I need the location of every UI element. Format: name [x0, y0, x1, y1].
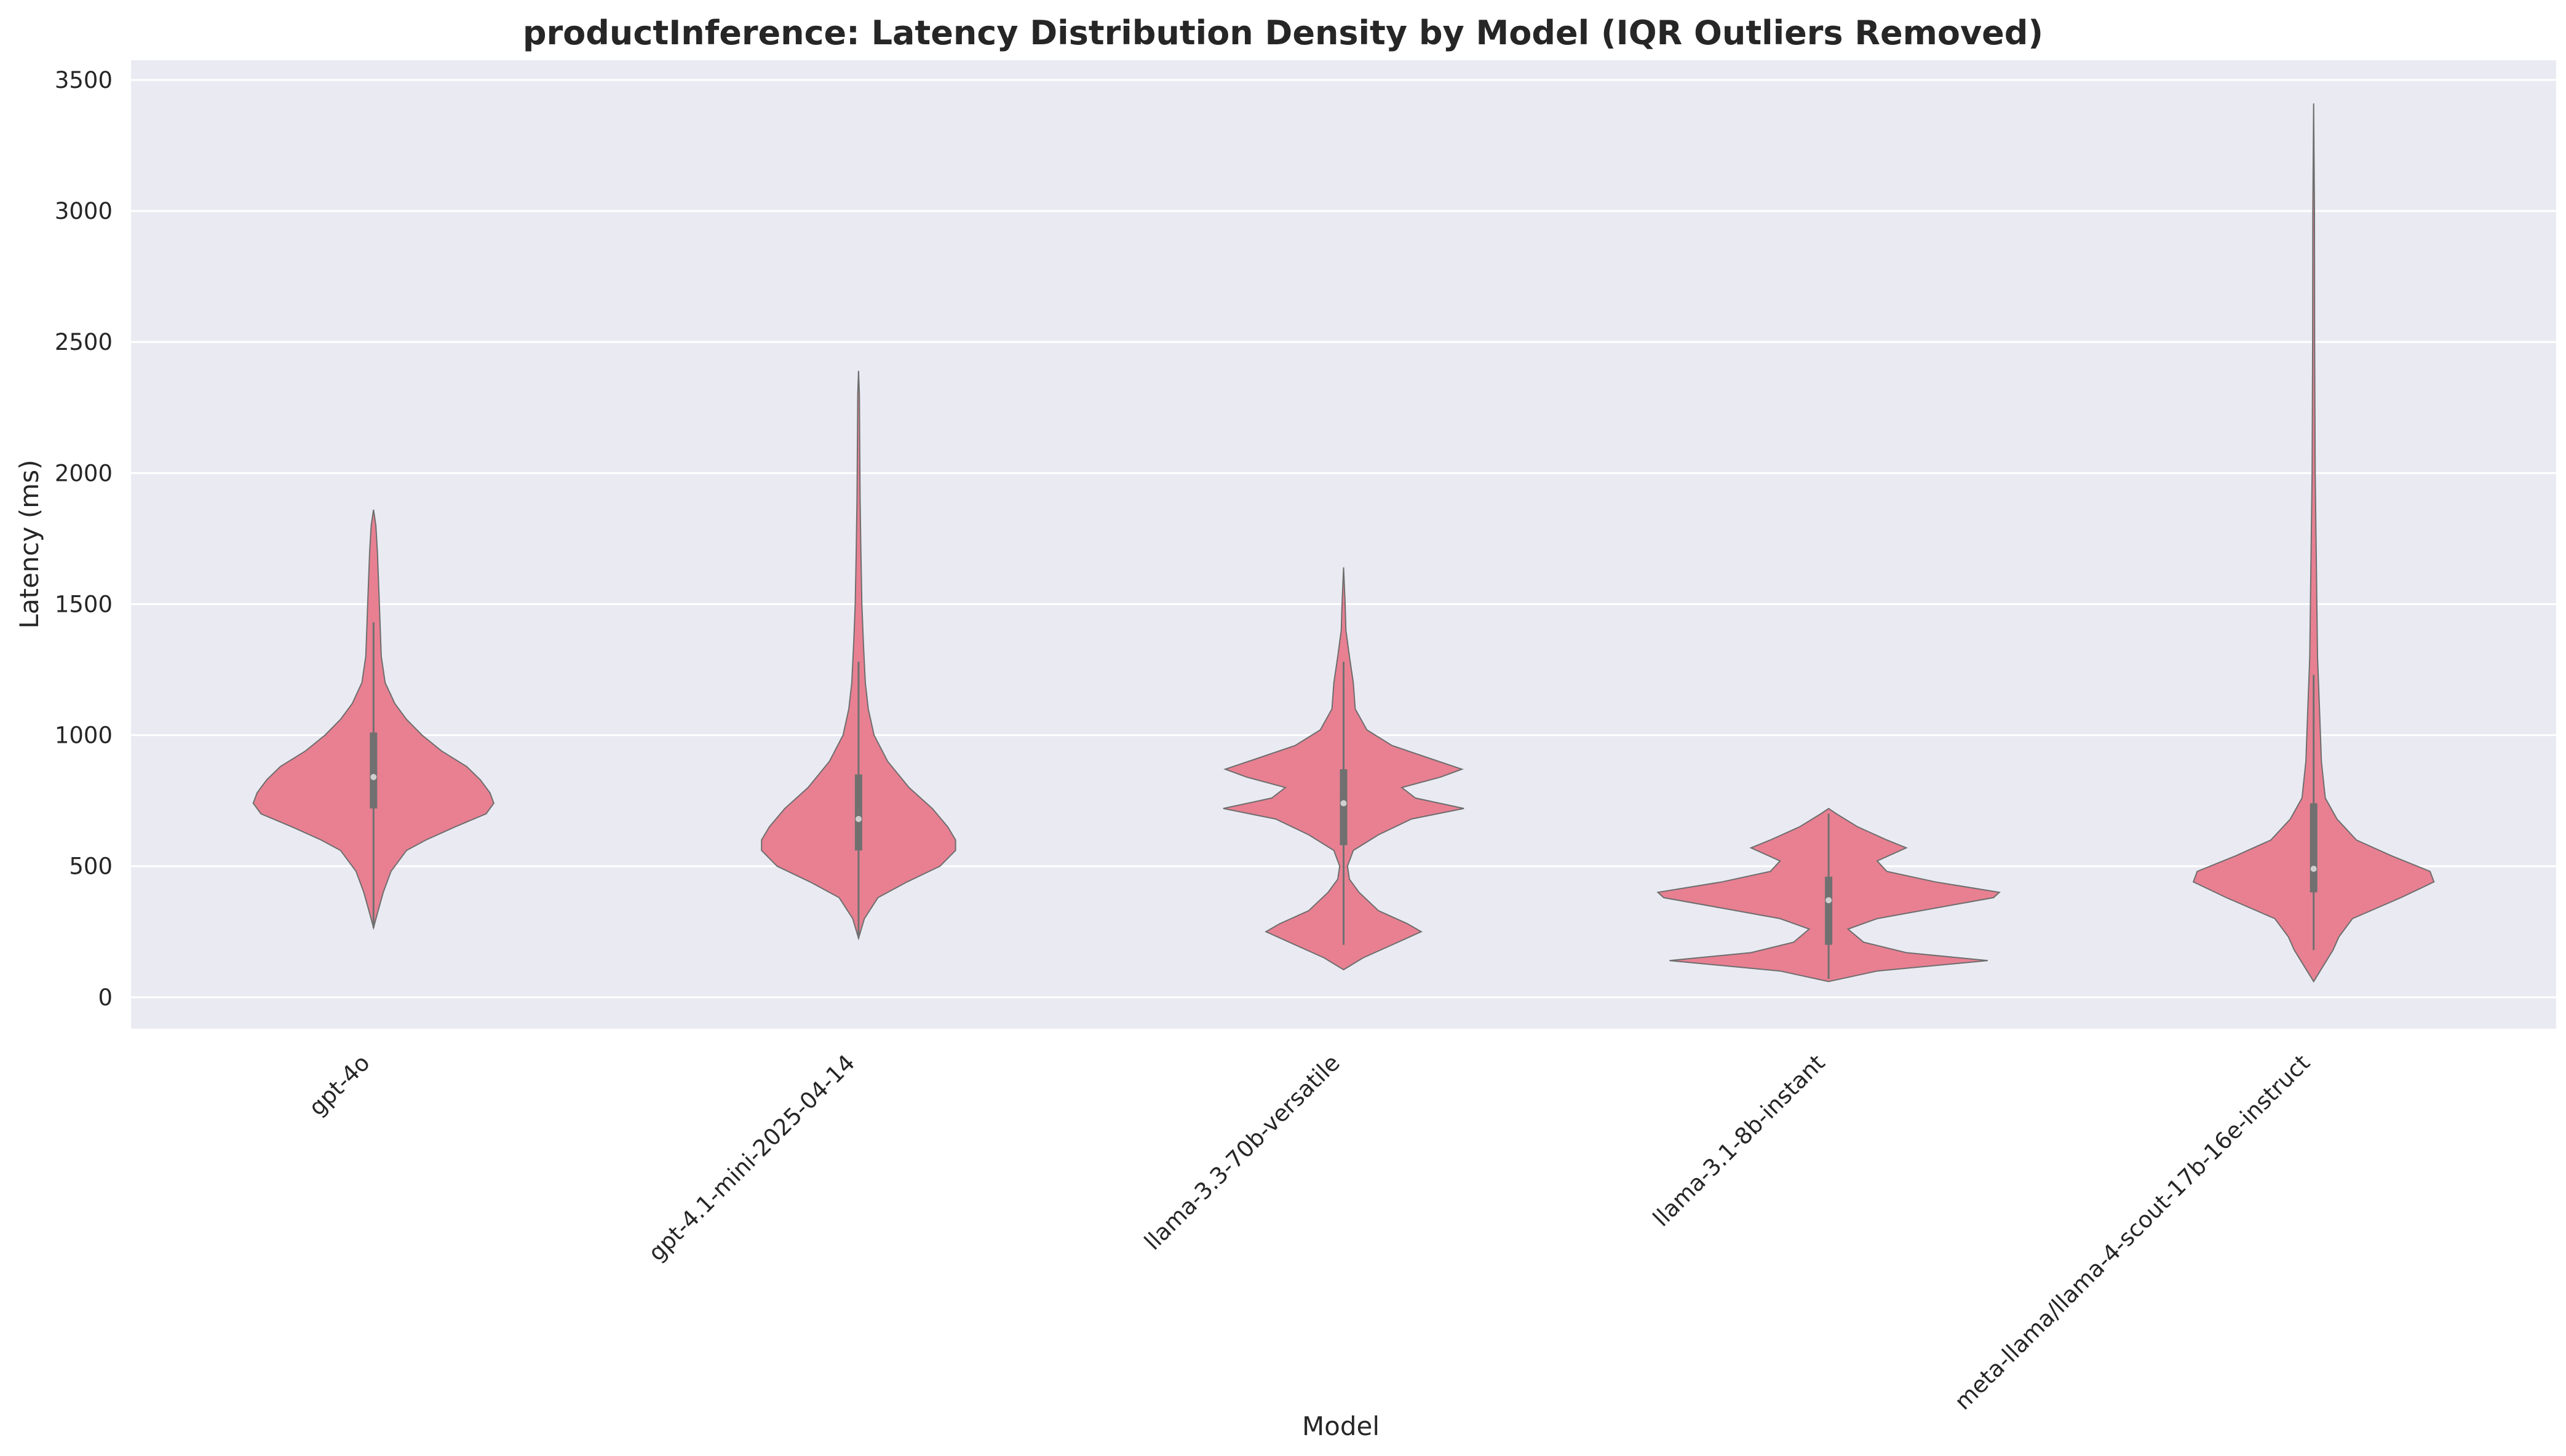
x-axis-label: Model [1302, 1411, 1380, 1441]
violin-iqr-box [2310, 803, 2318, 893]
violin-group [2192, 103, 2435, 983]
x-tick-label: llama-3.3-70b-versatile [1139, 1050, 1345, 1256]
y-tick-label: 3500 [55, 67, 113, 93]
violin-iqr-box [854, 774, 862, 851]
y-tick-label: 500 [69, 853, 113, 880]
violin-body [2192, 103, 2435, 983]
y-tick-label: 2500 [55, 329, 113, 355]
y-tick-label: 2000 [55, 460, 113, 486]
x-tick-label: gpt-4o [304, 1050, 375, 1121]
violin-iqr-box [1825, 876, 1833, 945]
violin-iqr-box [370, 732, 378, 809]
violin-median [370, 774, 377, 780]
chart-title: productInference: Latency Distribution D… [523, 14, 2043, 52]
violin-group [1223, 567, 1464, 971]
y-tick-label: 1500 [55, 591, 113, 617]
y-tick-label: 1000 [55, 722, 113, 749]
violin-median [855, 815, 862, 822]
y-axis-label: Latency (ms) [14, 460, 44, 629]
violin-median [2310, 865, 2317, 872]
violin-group [1656, 807, 2001, 983]
violins [252, 103, 2435, 983]
violin-median [1825, 897, 1832, 904]
x-tick-labels: gpt-4o gpt-4.1-mini-2025-04-14 llama-3.3-7… [304, 1050, 2315, 1415]
violin-group [252, 509, 495, 930]
x-tick-label: meta-llama/llama-4-scout-17b-16e-instruc… [1950, 1050, 2315, 1415]
violin-iqr-box [1340, 769, 1348, 845]
violin-group [761, 371, 956, 941]
y-tick-label: 3000 [55, 198, 113, 224]
y-tick-label: 0 [98, 984, 113, 1011]
x-tick-label: llama-3.1-8b-instant [1648, 1050, 1830, 1232]
x-tick-label: gpt-4.1-mini-2025-04-14 [643, 1050, 860, 1266]
violin-body [761, 371, 956, 941]
violin-median [1340, 800, 1347, 807]
y-tick-labels: 0 500 1000 1500 2000 2500 3000 3500 [55, 67, 113, 1011]
